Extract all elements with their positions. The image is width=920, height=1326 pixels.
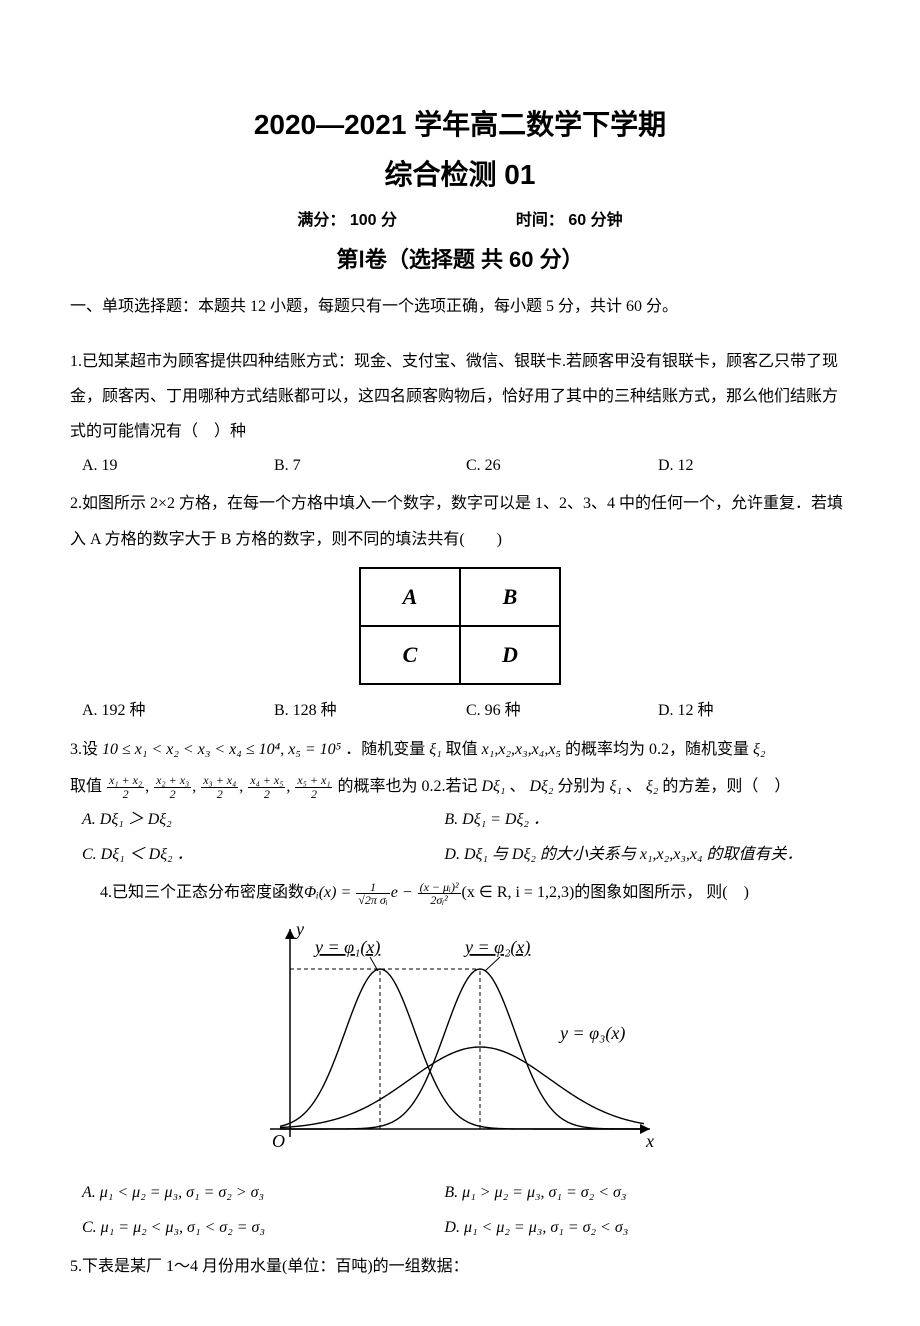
- q2-option-c: C. 96 种: [466, 697, 658, 726]
- q4-option-d: D. μ₁ < μ₂ = μ₃, σ₁ = σ₂ < σ₃: [444, 1214, 818, 1243]
- q3-mid2: 取值: [446, 741, 482, 758]
- q3-intro: 3.设: [70, 741, 102, 758]
- q3-line1: 3.设 10 ≤ x₁ < x₂ < x₃ < x₄ ≤ 10⁴, x₅ = 1…: [70, 732, 850, 767]
- q3-option-c: C. Dξ₁ ＜ Dξ₂ ．: [70, 841, 444, 870]
- svg-text:y = φ₃(x): y = φ₃(x): [558, 1023, 625, 1044]
- q3-option-d: D. Dξ₁ 与 Dξ₂ 的大小关系与 x₁,x₂,x₃,x₄ 的取值有关．: [444, 841, 818, 870]
- q3-frac2: x₂ + x₃2: [154, 774, 191, 800]
- q3-l2e: 、: [626, 778, 646, 795]
- q4-text: 4.已知三个正态分布密度函数Φᵢ(x) = 1√2π σᵢe − (x − μᵢ…: [70, 875, 850, 910]
- section-header: 第Ⅰ卷（选择题 共 60 分）: [70, 240, 850, 280]
- q3-xi1b: ξ₁: [609, 778, 621, 795]
- q3-l2b: 的概率也为 0.2.若记: [337, 778, 481, 795]
- q4-prefix: 4.已知三个正态分布密度函数: [100, 884, 304, 901]
- q3-xi1: ξ₁: [429, 741, 441, 758]
- full-score-value: 100 分: [350, 212, 397, 229]
- q3-mid3: 的概率均为 0.2，随机变量: [565, 741, 753, 758]
- q2-options: A. 192 种 B. 128 种 C. 96 种 D. 12 种: [70, 697, 850, 726]
- q3-frac3: x₃ + x₄2: [201, 774, 238, 800]
- grid-cell-a: A: [360, 568, 460, 626]
- meta-line: 满分： 100 分 时间： 60 分钟: [70, 207, 850, 236]
- q3-frac5: x₅ + x₁2: [295, 774, 332, 800]
- q2-option-a: A. 192 种: [70, 697, 274, 726]
- q3-options-row1: A. Dξ₁ ＞ Dξ₂ B. Dξ₁ = Dξ₂ ．: [70, 806, 850, 835]
- full-score-label: 满分：: [297, 212, 345, 229]
- q4-phi: Φᵢ(x) =: [304, 884, 355, 901]
- q3-option-a: A. Dξ₁ ＞ Dξ₂: [70, 806, 444, 835]
- svg-text:y = φ₁(x): y = φ₁(x): [313, 937, 380, 958]
- title-line2: 综合检测 01: [70, 150, 850, 200]
- q2-option-d: D. 12 种: [658, 697, 850, 726]
- time-value: 60 分钟: [568, 212, 622, 229]
- q3-d2a: Dξ₂: [529, 778, 553, 795]
- q1-option-b: B. 7: [274, 452, 466, 481]
- q4-mid: e −: [391, 884, 417, 901]
- section-instruction: 一、单项选择题：本题共 12 小题，每题只有一个选项正确，每小题 5 分，共计 …: [70, 293, 850, 322]
- q3-frac4: x₄ + x₅2: [248, 774, 285, 800]
- q4-tail: (x ∈ R, i = 1,2,3)的图象如图所示， 则( ): [462, 884, 749, 901]
- q4-chart: y x Oy = φ₁(x) y = φ₂(x) y = φ₃(x): [70, 919, 850, 1170]
- q3-l2a: 取值: [70, 778, 106, 795]
- q3-options-row2: C. Dξ₁ ＜ Dξ₂ ． D. Dξ₁ 与 Dξ₂ 的大小关系与 x₁,x₂…: [70, 841, 850, 870]
- q5-text: 5.下表是某厂 1～4 月份用水量(单位：百吨)的一组数据：: [70, 1249, 850, 1284]
- q4-frac2: (x − μᵢ)²2σᵢ²: [418, 881, 461, 907]
- q3-l2d: 分别为: [557, 778, 609, 795]
- q1-text: 1.已知某超市为顾客提供四种结账方式：现金、支付宝、微信、银联卡.若顾客甲没有银…: [70, 344, 850, 450]
- grid-cell-b: B: [460, 568, 560, 626]
- grid-cell-d: D: [460, 626, 560, 684]
- q3-mid1: ．随机变量: [345, 741, 429, 758]
- normal-curves-chart: y x Oy = φ₁(x) y = φ₂(x) y = φ₃(x): [260, 919, 660, 1159]
- q3-vals1: x₁,x₂,x₃,x₄,x₅: [482, 741, 561, 758]
- title-line1: 2020—2021 学年高二数学下学期: [70, 100, 850, 150]
- q2-option-b: B. 128 种: [274, 697, 466, 726]
- svg-text:y: y: [294, 919, 304, 939]
- q3-range: 10 ≤ x₁ < x₂ < x₃ < x₄ ≤ 10⁴, x₅ = 10⁵: [102, 741, 341, 758]
- q1-option-a: A. 19: [70, 452, 274, 481]
- svg-text:y = φ₂(x): y = φ₂(x): [463, 937, 530, 958]
- q4-frac1: 1√2π σᵢ: [356, 881, 389, 907]
- svg-text:x: x: [645, 1131, 654, 1151]
- q2-text: 2.如图所示 2×2 方格，在每一个方格中填入一个数字，数字可以是 1、2、3、…: [70, 486, 850, 556]
- q3-option-b: B. Dξ₁ = Dξ₂ ．: [444, 806, 818, 835]
- q3-xi2b: ξ₂: [646, 778, 658, 795]
- q1-options: A. 19 B. 7 C. 26 D. 12: [70, 452, 850, 481]
- q1-option-d: D. 12: [658, 452, 850, 481]
- q3-xi2: ξ₂: [753, 741, 765, 758]
- q3-l2c: 、: [509, 778, 529, 795]
- q2-grid: A B C D: [359, 567, 561, 685]
- q4-option-b: B. μ₁ > μ₂ = μ₃, σ₁ = σ₂ < σ₃: [444, 1179, 818, 1208]
- q4-option-a: A. μ₁ < μ₂ = μ₃, σ₁ = σ₂ > σ₃: [70, 1179, 444, 1208]
- q4-options-row2: C. μ₁ = μ₂ < μ₃, σ₁ < σ₂ = σ₃ D. μ₁ < μ₂…: [70, 1214, 850, 1243]
- svg-text:O: O: [272, 1131, 285, 1151]
- q3-line2: 取值 x₁ + x₂2, x₂ + x₃2, x₃ + x₄2, x₄ + x₅…: [70, 769, 850, 804]
- q4-option-c: C. μ₁ = μ₂ < μ₃, σ₁ < σ₂ = σ₃: [70, 1214, 444, 1243]
- q3-l2f: 的方差，则（ ）: [662, 778, 790, 795]
- time-label: 时间：: [516, 212, 564, 229]
- q3-frac1: x₁ + x₂2: [107, 774, 144, 800]
- q3-d1a: Dξ₁: [482, 778, 506, 795]
- q4-options-row1: A. μ₁ < μ₂ = μ₃, σ₁ = σ₂ > σ₃ B. μ₁ > μ₂…: [70, 1179, 850, 1208]
- q1-option-c: C. 26: [466, 452, 658, 481]
- grid-cell-c: C: [360, 626, 460, 684]
